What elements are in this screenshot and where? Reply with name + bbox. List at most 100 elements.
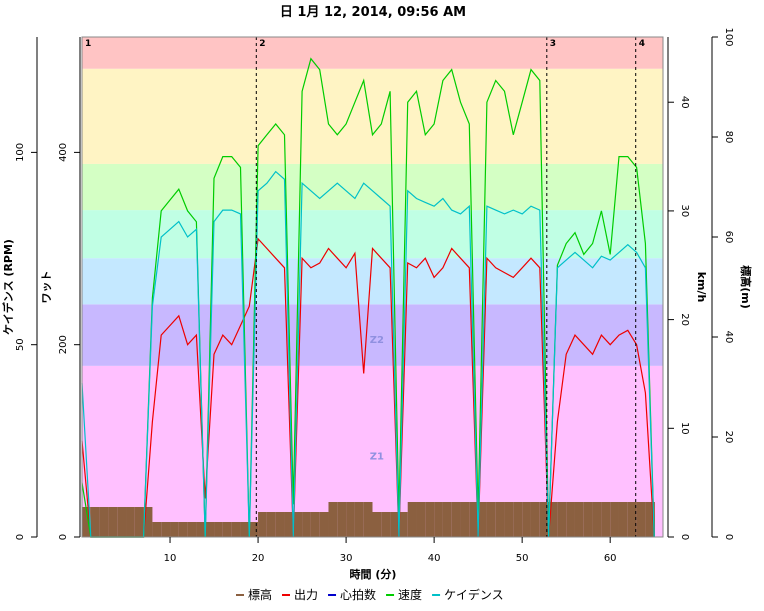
elevation-step [451,502,461,537]
y-tick-label: 80 [723,131,734,144]
y-tick-label: 100 [15,143,26,162]
series-line [81,170,655,538]
y-tick-label: 0 [15,534,26,540]
elevation-step [548,502,558,537]
elevation-step [240,522,250,537]
elevation-step [346,502,355,537]
interval-label: 3 [550,39,556,49]
elevation-step [583,502,593,537]
elevation-step [434,502,443,537]
elevation-step [108,507,118,537]
interval-label: 1 [85,39,91,49]
elevation-step [592,502,602,537]
elevation-step [442,502,452,537]
elevation-step [381,512,391,537]
elevation-step [372,512,382,537]
x-tick-label: 20 [252,553,265,564]
elevation-step [161,522,171,537]
elevation-step [636,502,646,537]
y-tick-label: 20 [723,431,734,444]
elevation-step [390,512,399,537]
plot-frame [81,36,664,538]
series-line [81,237,655,538]
y-tick-label: 0 [723,534,734,540]
elevation-step [363,502,373,537]
elevation-step [196,522,206,537]
elevation-step [205,522,215,537]
elevation-step [654,502,655,537]
elevation-step [539,502,549,537]
y-tick-label: 60 [723,231,734,244]
x-axis-title: 時間 (分) [350,567,397,581]
elevation-step [513,502,523,537]
elevation-step [126,507,135,537]
y3-axis-title: ケイデンス (RPM) [1,239,15,335]
elevation-step [249,522,259,537]
x-tick-label: 10 [164,553,177,564]
elevation-step [478,502,487,537]
elevation-step [99,507,109,537]
elevation-step [310,512,320,537]
elevation-step [486,502,496,537]
elevation-step [152,522,162,537]
x-tick-label: 40 [428,553,441,564]
x-tick-label: 60 [604,553,617,564]
elevation-step [214,522,223,537]
elevation-step [522,502,531,537]
elevation-step [275,512,285,537]
elevation-step [266,512,276,537]
elevation-step [134,507,144,537]
y-tick-label: 200 [58,335,69,354]
elevation-step [143,507,153,537]
y-tick-label: 50 [15,338,26,351]
elevation-step [557,502,567,537]
interval-label: 2 [259,39,265,49]
elevation-step [258,512,267,537]
elevation-step [178,522,188,537]
legend-label: ケイデンス [444,587,504,602]
y-tick-label: 100 [723,27,734,46]
series-line [81,57,655,538]
elevation-step [398,512,408,537]
elevation-step [469,502,479,537]
elevation-step [460,502,470,537]
elevation-step [319,512,329,537]
elevation-step [574,502,584,537]
elevation-step [601,502,611,537]
x-tick-label: 30 [340,553,353,564]
elevation-step [566,502,575,537]
elevation-step [82,507,91,537]
zone-label: Z1 [370,451,384,462]
y-tick-label: 0 [679,534,690,540]
y4-axis-title: 標高(m) [739,265,753,309]
zone-band [82,163,663,211]
elevation-step [293,512,303,537]
elevation-step [416,502,426,537]
elevation-step [627,502,637,537]
y-tick-label: 10 [679,422,690,435]
y2-axis-title: km/h [695,272,708,303]
elevation-step [530,502,540,537]
elevation-step [328,502,338,537]
chart-title: 日 1月 12, 2014, 09:56 AM [280,5,466,20]
elevation-step [231,522,241,537]
zone-label: Z2 [370,335,384,346]
y-tick-label: 30 [679,205,690,218]
y-tick-label: 40 [723,331,734,344]
elevation-step [117,507,127,537]
y-tick-label: 20 [679,313,690,326]
elevation-step [337,502,347,537]
elevation-step [504,502,514,537]
interval-label: 4 [639,39,645,49]
elevation-step [425,502,435,537]
x-tick-label: 50 [516,553,529,564]
elevation-step [618,502,628,537]
y-tick-label: 0 [58,534,69,540]
elevation-step [222,522,232,537]
elevation-step [187,522,197,537]
elevation-step [284,512,294,537]
zone-band [82,258,663,305]
legend-label: 速度 [398,587,422,602]
elevation-step [495,502,505,537]
